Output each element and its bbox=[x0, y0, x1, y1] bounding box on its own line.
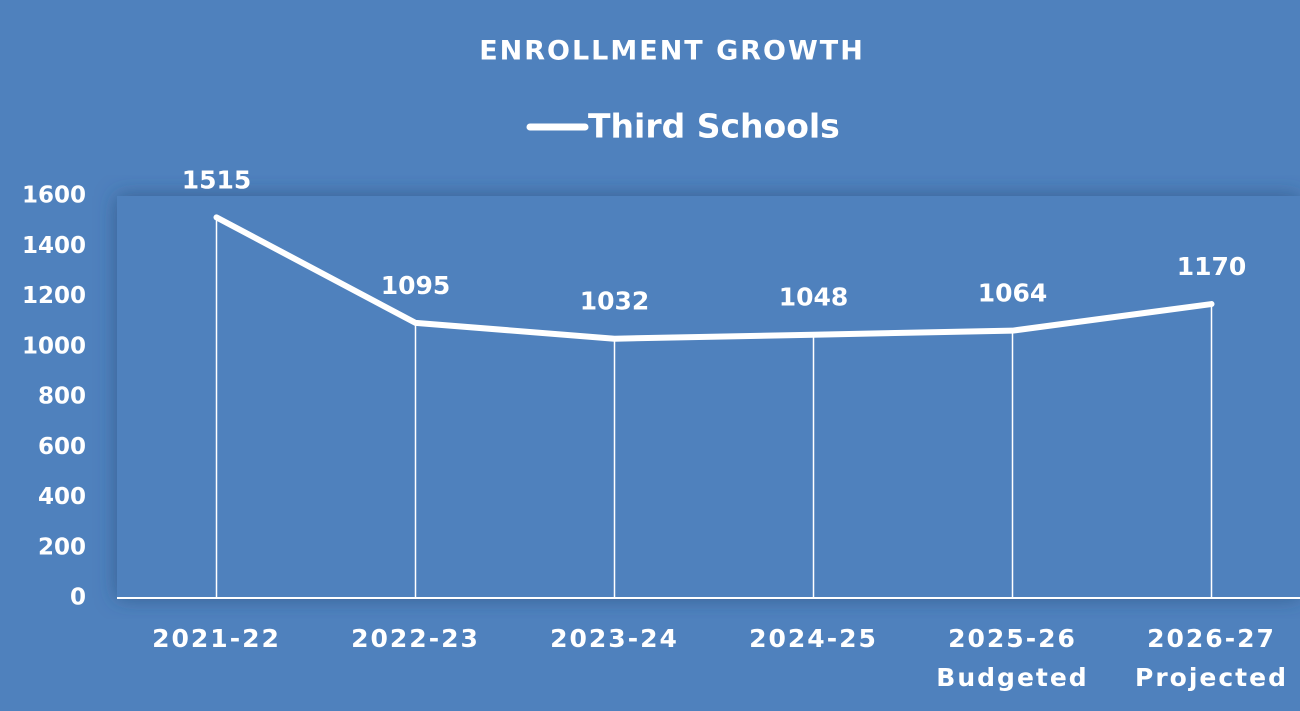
x-tick-label: 2023-24 bbox=[550, 624, 679, 653]
y-tick-label: 200 bbox=[38, 534, 86, 560]
y-tick-label: 1400 bbox=[22, 233, 86, 259]
x-tick-label: 2025-26 Budgeted bbox=[936, 624, 1088, 692]
y-tick-label: 1200 bbox=[22, 283, 86, 309]
y-tick-label: 0 bbox=[70, 585, 86, 611]
series-line bbox=[213, 214, 1215, 342]
plot-area bbox=[117, 196, 1300, 598]
legend-label: Third Schools bbox=[588, 107, 840, 146]
x-tick-label: 2021-22 bbox=[152, 624, 281, 653]
y-tick-label: 1000 bbox=[22, 333, 86, 359]
data-label: 1095 bbox=[381, 271, 451, 300]
y-tick-label: 800 bbox=[38, 384, 86, 410]
x-tick-label: 2026-27 Projected bbox=[1135, 624, 1288, 692]
data-label: 1048 bbox=[779, 283, 849, 312]
x-tick-label: 2022-23 bbox=[351, 624, 480, 653]
data-label: 1515 bbox=[182, 165, 252, 194]
data-label: 1064 bbox=[978, 279, 1048, 308]
y-tick-label: 400 bbox=[38, 484, 86, 510]
legend: Third Schools bbox=[526, 107, 840, 146]
data-label: 1032 bbox=[580, 287, 650, 316]
x-tick-label: 2024-25 bbox=[749, 624, 878, 653]
y-tick-label: 1600 bbox=[22, 183, 86, 209]
chart-title: ENROLLMENT GROWTH bbox=[479, 36, 865, 67]
y-tick-label: 600 bbox=[38, 434, 86, 460]
data-label: 1170 bbox=[1177, 252, 1247, 281]
